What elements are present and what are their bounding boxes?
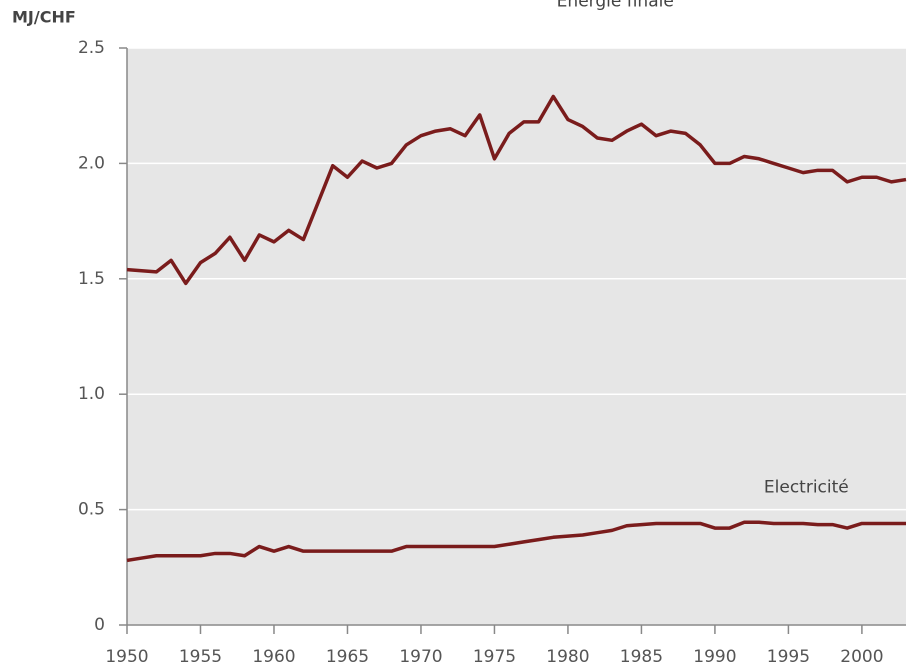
plot-area [127,48,906,625]
y-tick-label: 2.5 [78,38,105,58]
y-tick-label: 1.5 [78,269,105,289]
y-tick-label: 2.0 [78,153,105,173]
series-label: Energie finale [557,0,674,11]
x-tick-label: 1970 [399,647,442,667]
x-tick-label: 1985 [620,647,663,667]
x-tick-label: 1950 [105,647,148,667]
x-tick-label: 1960 [252,647,295,667]
x-tick-label: 1955 [179,647,222,667]
x-tick-label: 1980 [546,647,589,667]
y-tick-label: 1.0 [78,384,105,404]
y-tick-label: 0 [94,615,105,635]
line [126,520,906,563]
y-axis-label: MJ/CHF [12,8,76,27]
series-label: Electricité [764,477,849,497]
x-tick-label: 1990 [693,647,736,667]
x-tick-label: 1995 [767,647,810,667]
y-tick-label: 0.5 [78,500,105,520]
x-tick-label: 2000 [840,647,883,667]
x-tick-label: 1975 [473,647,516,667]
x-tick-label: 1965 [326,647,369,667]
line [126,94,907,286]
